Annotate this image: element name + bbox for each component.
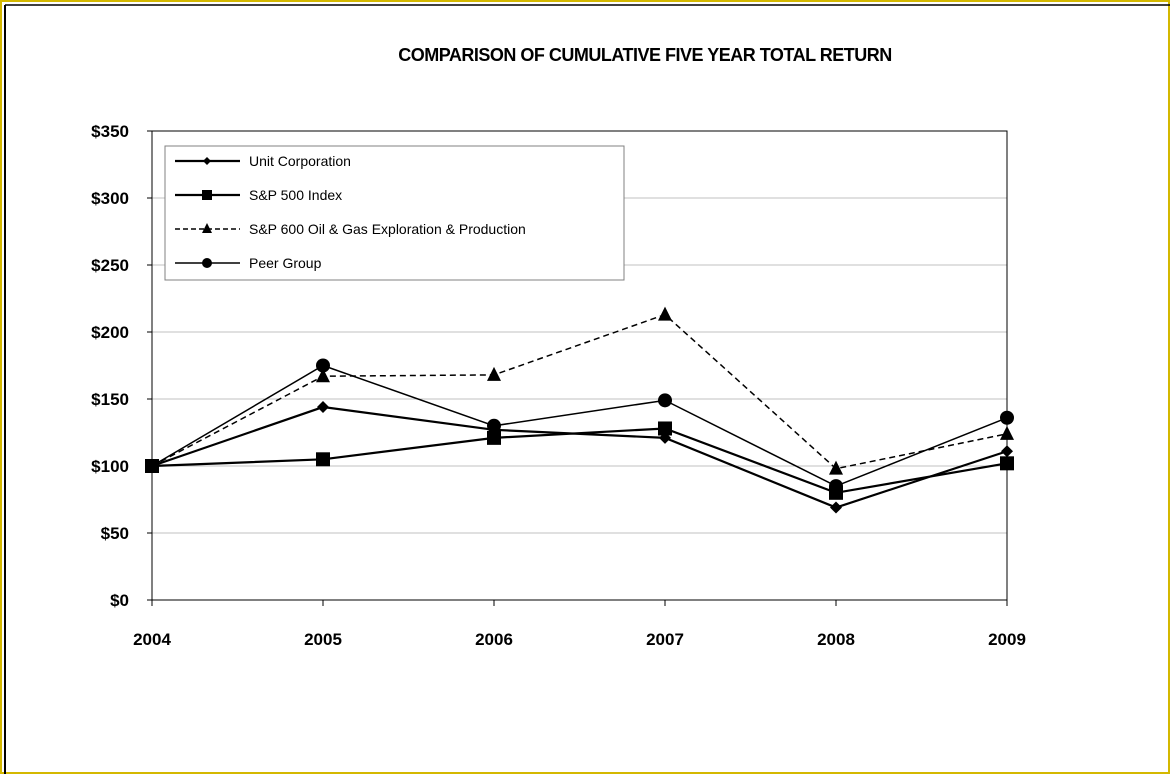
data-point xyxy=(829,460,843,475)
series-line xyxy=(151,313,1008,470)
legend-item: S&P 600 Oil & Gas Exploration & Producti… xyxy=(175,221,526,237)
series-2 xyxy=(145,421,1014,500)
series-1 xyxy=(146,401,1013,514)
data-point xyxy=(145,459,159,473)
legend-marker xyxy=(202,223,212,233)
data-point xyxy=(1000,410,1014,425)
chart-title: COMPARISON OF CUMULATIVE FIVE YEAR TOTAL… xyxy=(398,45,892,65)
data-point xyxy=(316,368,330,383)
data-point xyxy=(316,358,330,373)
y-tick-label: $100 xyxy=(91,457,129,476)
data-point xyxy=(658,393,672,408)
y-tick-label: $350 xyxy=(91,122,129,141)
legend-label: S&P 600 Oil & Gas Exploration & Producti… xyxy=(249,221,526,237)
x-tick-label: 2008 xyxy=(817,630,855,649)
data-point xyxy=(658,421,672,436)
y-tick-label: $50 xyxy=(101,524,129,543)
y-tick-label: $0 xyxy=(110,591,129,610)
data-point xyxy=(830,501,842,514)
data-point xyxy=(317,401,329,414)
data-point xyxy=(1001,445,1013,458)
y-tick-label: $300 xyxy=(91,189,129,208)
data-point xyxy=(487,430,501,445)
legend-label: S&P 500 Index xyxy=(249,187,342,203)
series-line xyxy=(151,405,1008,509)
x-tick-label: 2006 xyxy=(475,630,513,649)
x-tick-label: 2007 xyxy=(646,630,684,649)
legend-label: Peer Group xyxy=(249,255,322,271)
legend-item: Unit Corporation xyxy=(175,153,351,169)
plot-area-frame xyxy=(151,130,1008,601)
y-tick-label: $200 xyxy=(91,323,129,342)
series-layer xyxy=(145,306,1014,514)
data-point xyxy=(487,366,501,381)
x-tick-label: 2004 xyxy=(133,630,171,649)
legend-item: Peer Group xyxy=(175,255,322,271)
y-axis-ticks: $0 $50 $100 $150 $200 $250 $300 $350 xyxy=(91,122,152,610)
data-point xyxy=(316,452,330,467)
data-point xyxy=(829,479,843,494)
legend-marker xyxy=(202,190,212,200)
data-point xyxy=(1000,456,1014,471)
x-tick-label: 2009 xyxy=(988,630,1026,649)
legend-item: S&P 500 Index xyxy=(175,187,342,203)
data-point xyxy=(658,306,672,321)
legend-label: Unit Corporation xyxy=(249,153,351,169)
legend-marker xyxy=(203,157,211,165)
series-line xyxy=(151,427,1008,494)
series-4 xyxy=(145,358,1014,494)
x-tick-label: 2005 xyxy=(304,630,342,649)
legend-marker xyxy=(202,258,212,268)
y-tick-label: $150 xyxy=(91,390,129,409)
legend-box xyxy=(164,145,625,281)
x-axis-ticks: 2004 2005 2006 2007 2008 2009 xyxy=(133,600,1026,649)
data-point xyxy=(487,418,501,433)
legend: Unit Corporation S&P 500 Index S&P 600 Oil… xyxy=(164,145,625,281)
series-line xyxy=(151,364,1008,487)
y-tick-label: $250 xyxy=(91,256,129,275)
data-point xyxy=(1000,425,1014,440)
